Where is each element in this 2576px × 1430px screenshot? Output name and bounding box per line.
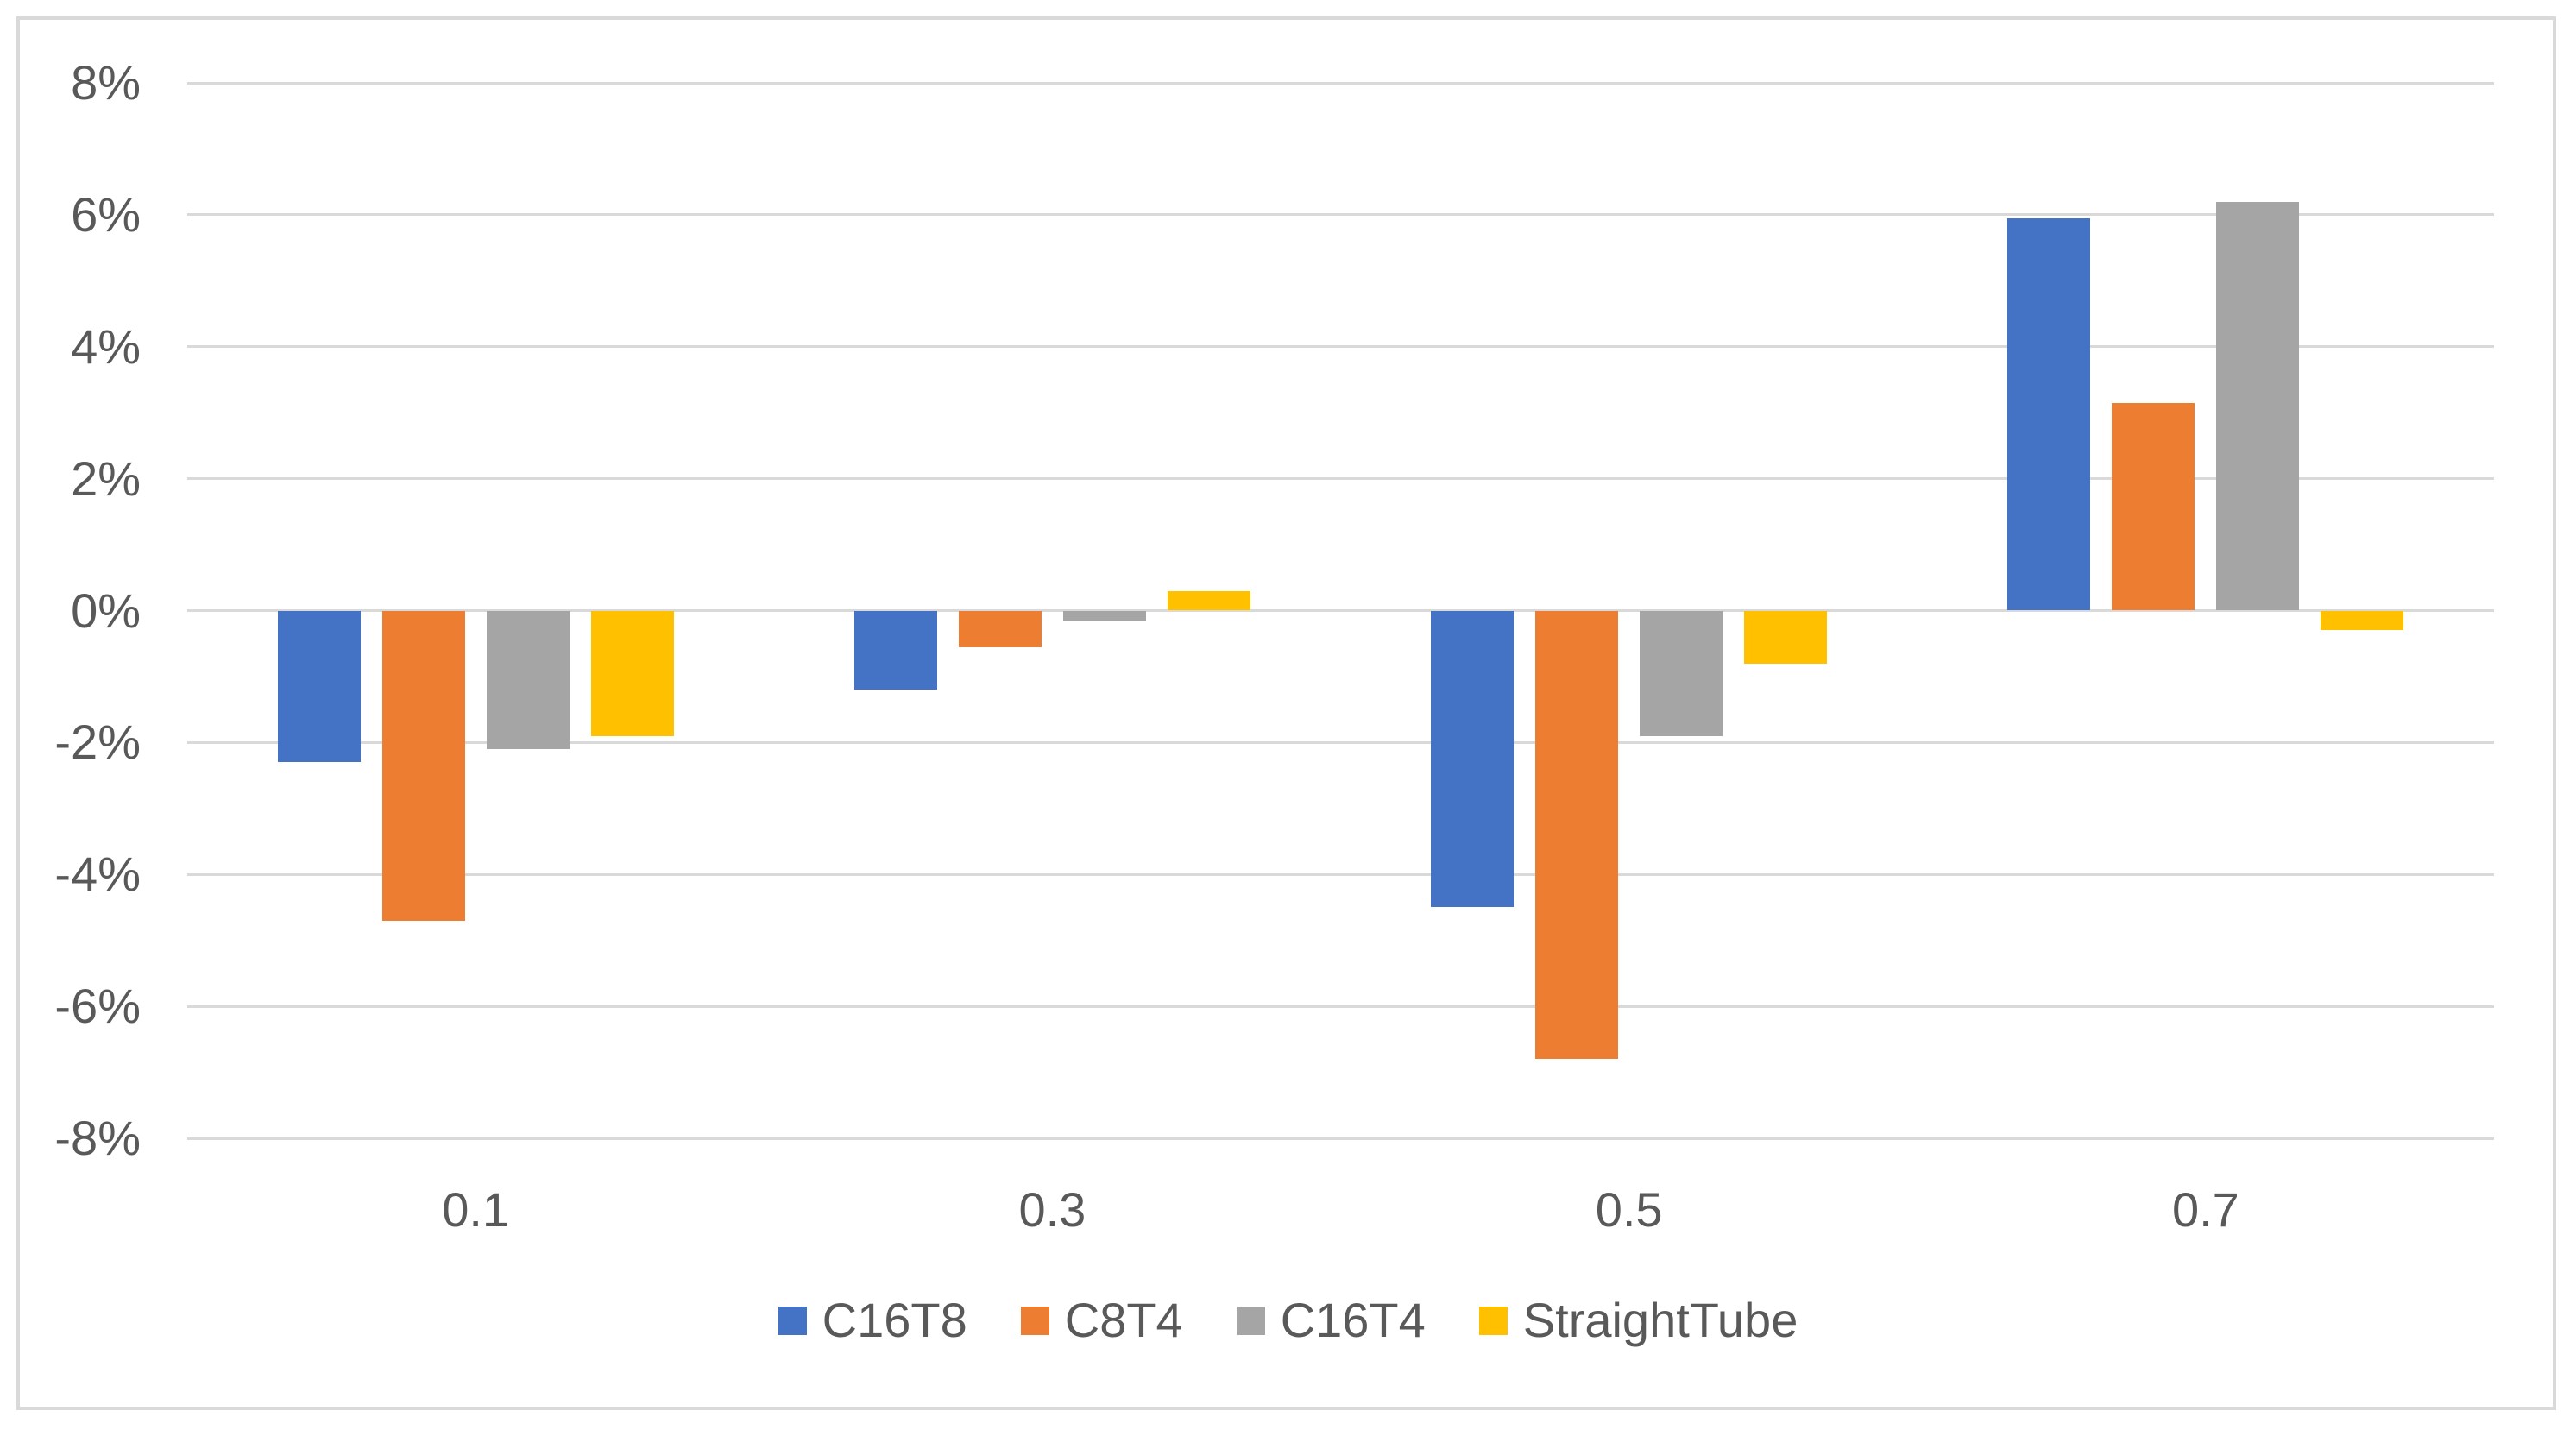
legend-item-C8T4: C8T4 xyxy=(1020,1293,1183,1347)
gridline--2% xyxy=(187,740,2494,744)
y-axis-tick-label: -4% xyxy=(54,847,141,902)
legend-swatch-icon xyxy=(1020,1306,1049,1335)
bar-StraightTube-0.7 xyxy=(2321,610,2404,631)
bar-C16T8-0.7 xyxy=(2007,217,2091,611)
x-axis-category-label: 0.5 xyxy=(1595,1182,1663,1237)
gridline-8% xyxy=(187,81,2494,85)
y-axis-tick-label: 6% xyxy=(71,186,141,242)
gridline-6% xyxy=(187,213,2494,217)
y-axis-tick-label: -2% xyxy=(54,715,141,770)
gridline-2% xyxy=(187,477,2494,481)
bar-C16T8-0.5 xyxy=(1431,610,1515,908)
y-axis-tick-label: 4% xyxy=(71,318,141,374)
chart-legend: C16T8 C8T4 C16T4 StraightTube xyxy=(0,1295,2576,1346)
bar-C16T8-0.3 xyxy=(853,610,937,690)
legend-item-label: C16T8 xyxy=(822,1293,967,1347)
x-axis-category-label: 0.7 xyxy=(2171,1182,2239,1237)
bar-C16T4-0.7 xyxy=(2216,201,2300,611)
bar-StraightTube-0.3 xyxy=(1167,590,1250,611)
bar-C16T4-0.3 xyxy=(1062,610,1146,621)
x-axis-category-label: 0.1 xyxy=(442,1182,510,1237)
legend-item-StraightTube: StraightTube xyxy=(1478,1293,1798,1347)
legend-item-label: C8T4 xyxy=(1064,1293,1183,1347)
bar-StraightTube-0.5 xyxy=(1744,610,1828,664)
legend-swatch-icon xyxy=(1478,1306,1508,1335)
x-axis-category-label: 0.3 xyxy=(1018,1182,1086,1237)
gridline--4% xyxy=(187,872,2494,876)
legend-item-C16T4: C16T4 xyxy=(1236,1293,1426,1347)
gridline--6% xyxy=(187,1005,2494,1008)
legend-item-label: StraightTube xyxy=(1522,1293,1798,1347)
legend-swatch-icon xyxy=(778,1306,807,1335)
y-axis-tick-label: 0% xyxy=(71,583,141,638)
bar-C16T4-0.1 xyxy=(486,610,570,750)
gridline-0% xyxy=(187,609,2494,612)
legend-item-label: C16T4 xyxy=(1280,1293,1426,1347)
legend-item-C16T8: C16T8 xyxy=(778,1295,967,1346)
bar-C16T4-0.5 xyxy=(1640,610,1723,736)
bar-StraightTube-0.1 xyxy=(590,610,674,736)
y-axis-tick-label: 2% xyxy=(71,450,141,506)
bar-C16T8-0.1 xyxy=(277,610,361,763)
bar-C8T4-0.7 xyxy=(2112,402,2195,611)
bar-C8T4-0.1 xyxy=(381,610,465,921)
y-axis-tick-label: -8% xyxy=(54,1111,141,1165)
gridline-4% xyxy=(187,345,2494,349)
bar-C8T4-0.3 xyxy=(958,610,1042,647)
y-axis-tick-label: -6% xyxy=(54,979,141,1034)
y-axis-tick-label: 8% xyxy=(71,55,141,110)
bar-C8T4-0.5 xyxy=(1535,610,1619,1060)
legend-swatch-icon xyxy=(1236,1306,1265,1335)
gridline--8% xyxy=(187,1137,2494,1140)
